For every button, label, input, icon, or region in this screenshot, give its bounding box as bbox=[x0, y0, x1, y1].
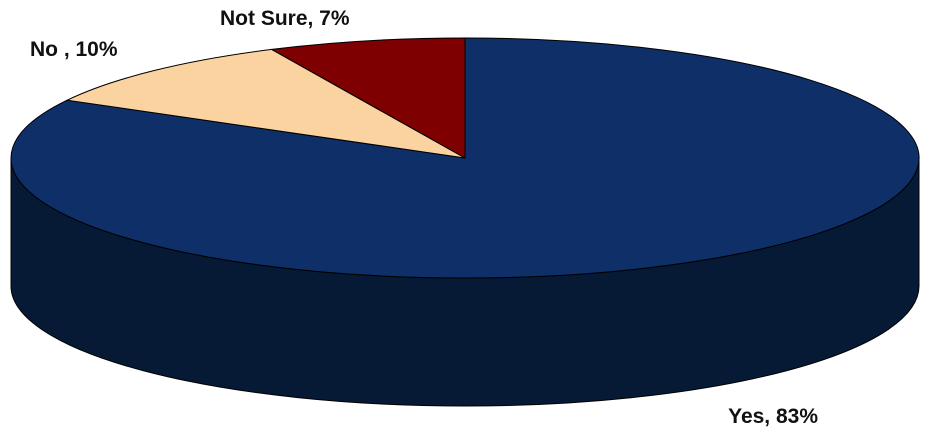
pie-slice-yes bbox=[10, 37, 920, 279]
pie-slice-not-sure bbox=[270, 37, 466, 159]
slice-label-not-sure: Not Sure, 7% bbox=[220, 7, 350, 30]
slice-label-no: No , 10% bbox=[30, 38, 118, 61]
pie-slice-no bbox=[65, 48, 466, 159]
slice-label-yes: Yes, 83% bbox=[728, 405, 818, 428]
pie-top-layer bbox=[10, 37, 920, 279]
